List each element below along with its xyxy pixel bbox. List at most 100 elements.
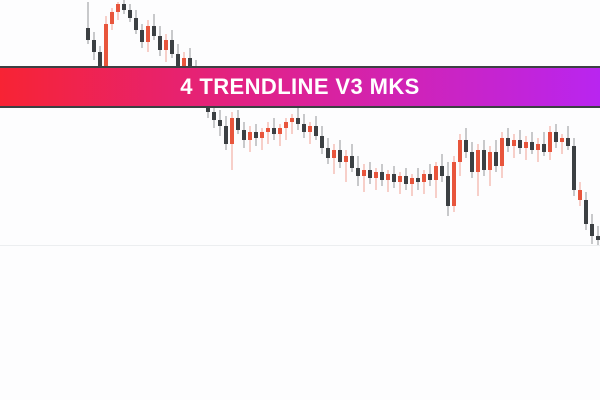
candle-wick xyxy=(291,114,293,134)
candle-body xyxy=(266,128,270,132)
candlestick-series xyxy=(86,0,600,246)
candle-body xyxy=(590,224,594,236)
candle-body xyxy=(548,132,552,152)
candle-body xyxy=(134,18,138,30)
candle-body xyxy=(170,40,174,54)
candle-body xyxy=(158,36,162,50)
candle-body xyxy=(458,140,462,162)
candle-body xyxy=(182,58,186,66)
candle-body xyxy=(212,112,216,120)
candle-body xyxy=(404,176,408,184)
candle-body xyxy=(272,128,276,134)
candle-body xyxy=(338,150,342,162)
candle-body xyxy=(308,126,312,132)
candle-body xyxy=(452,162,456,206)
candle-body xyxy=(446,176,450,206)
candle-body xyxy=(464,140,468,152)
candle-wick xyxy=(261,128,263,150)
candle-body xyxy=(242,130,246,140)
candle-wick xyxy=(399,172,401,194)
candle-wick xyxy=(279,124,281,146)
candle-body xyxy=(554,132,558,142)
candle-body xyxy=(488,152,492,170)
candle-body xyxy=(116,4,120,12)
candle-wick xyxy=(387,170,389,192)
candle-wick xyxy=(345,150,347,182)
candle-body xyxy=(374,172,378,178)
candle-wick xyxy=(309,122,311,144)
candle-body xyxy=(422,174,426,182)
candle-wick xyxy=(411,174,413,196)
candle-body xyxy=(428,174,432,180)
candle-wick xyxy=(561,134,563,154)
candle-body xyxy=(470,152,474,172)
candle-body xyxy=(500,138,504,166)
candle-body xyxy=(302,124,306,132)
candle-body xyxy=(566,138,570,146)
candle-body xyxy=(542,144,546,152)
candle-body xyxy=(518,140,522,148)
candle-body xyxy=(146,26,150,42)
candle-body xyxy=(122,4,126,10)
candle-body xyxy=(188,58,192,70)
candle-body xyxy=(434,166,438,180)
candle-body xyxy=(332,150,336,158)
candle-body xyxy=(476,150,480,172)
candle-body xyxy=(176,54,180,66)
candle-wick xyxy=(285,118,287,140)
panel-divider-faint xyxy=(0,245,600,246)
candle-body xyxy=(350,156,354,168)
candle-body xyxy=(278,128,282,134)
candle-body xyxy=(356,168,360,176)
candle-body xyxy=(218,120,222,126)
candle-body xyxy=(362,170,366,176)
candle-body xyxy=(326,148,330,158)
candle-body xyxy=(536,144,540,150)
candle-body xyxy=(512,140,516,146)
candle-body xyxy=(584,200,588,224)
candle-body xyxy=(314,126,318,136)
candle-body xyxy=(416,178,420,182)
candle-body xyxy=(230,118,234,144)
candle-body xyxy=(98,52,102,66)
candle-body xyxy=(104,24,108,66)
candle-body xyxy=(260,132,264,138)
candle-body xyxy=(386,174,390,180)
title-banner: 4 TRENDLINE V3 MKS xyxy=(0,66,600,108)
candle-body xyxy=(164,40,168,50)
candle-body xyxy=(86,28,90,40)
candle-body xyxy=(524,142,528,148)
indicator-chart-panel[interactable]: Indicator -0.0068 -0.0011 xyxy=(0,246,600,400)
price-chart-panel[interactable] xyxy=(0,0,600,246)
candle-body xyxy=(368,170,372,178)
candle-body xyxy=(284,122,288,128)
candle-body xyxy=(290,118,294,122)
candle-body xyxy=(560,138,564,142)
candle-body xyxy=(236,118,240,130)
candle-body xyxy=(506,138,510,146)
candle-wick xyxy=(87,2,89,44)
banner-title-text: 4 TRENDLINE V3 MKS xyxy=(180,74,420,99)
candle-body xyxy=(380,172,384,180)
candle-body xyxy=(494,152,498,166)
candle-body xyxy=(110,12,114,24)
candle-body xyxy=(92,40,96,52)
candle-wick xyxy=(267,122,269,144)
candle-body xyxy=(128,10,132,18)
candle-body xyxy=(254,132,258,138)
candle-body xyxy=(152,26,156,36)
candle-body xyxy=(530,142,534,150)
candle-body xyxy=(296,118,300,124)
candle-body xyxy=(572,146,576,190)
candle-body xyxy=(248,132,252,140)
candlestick-chart[interactable] xyxy=(0,0,600,246)
candle-body xyxy=(410,178,414,184)
candle-body xyxy=(398,176,402,182)
candle-body xyxy=(344,156,348,162)
candle-body xyxy=(440,166,444,176)
candle-body xyxy=(596,236,600,240)
candle-body xyxy=(140,30,144,42)
candle-body xyxy=(482,150,486,170)
candle-body xyxy=(578,190,582,200)
